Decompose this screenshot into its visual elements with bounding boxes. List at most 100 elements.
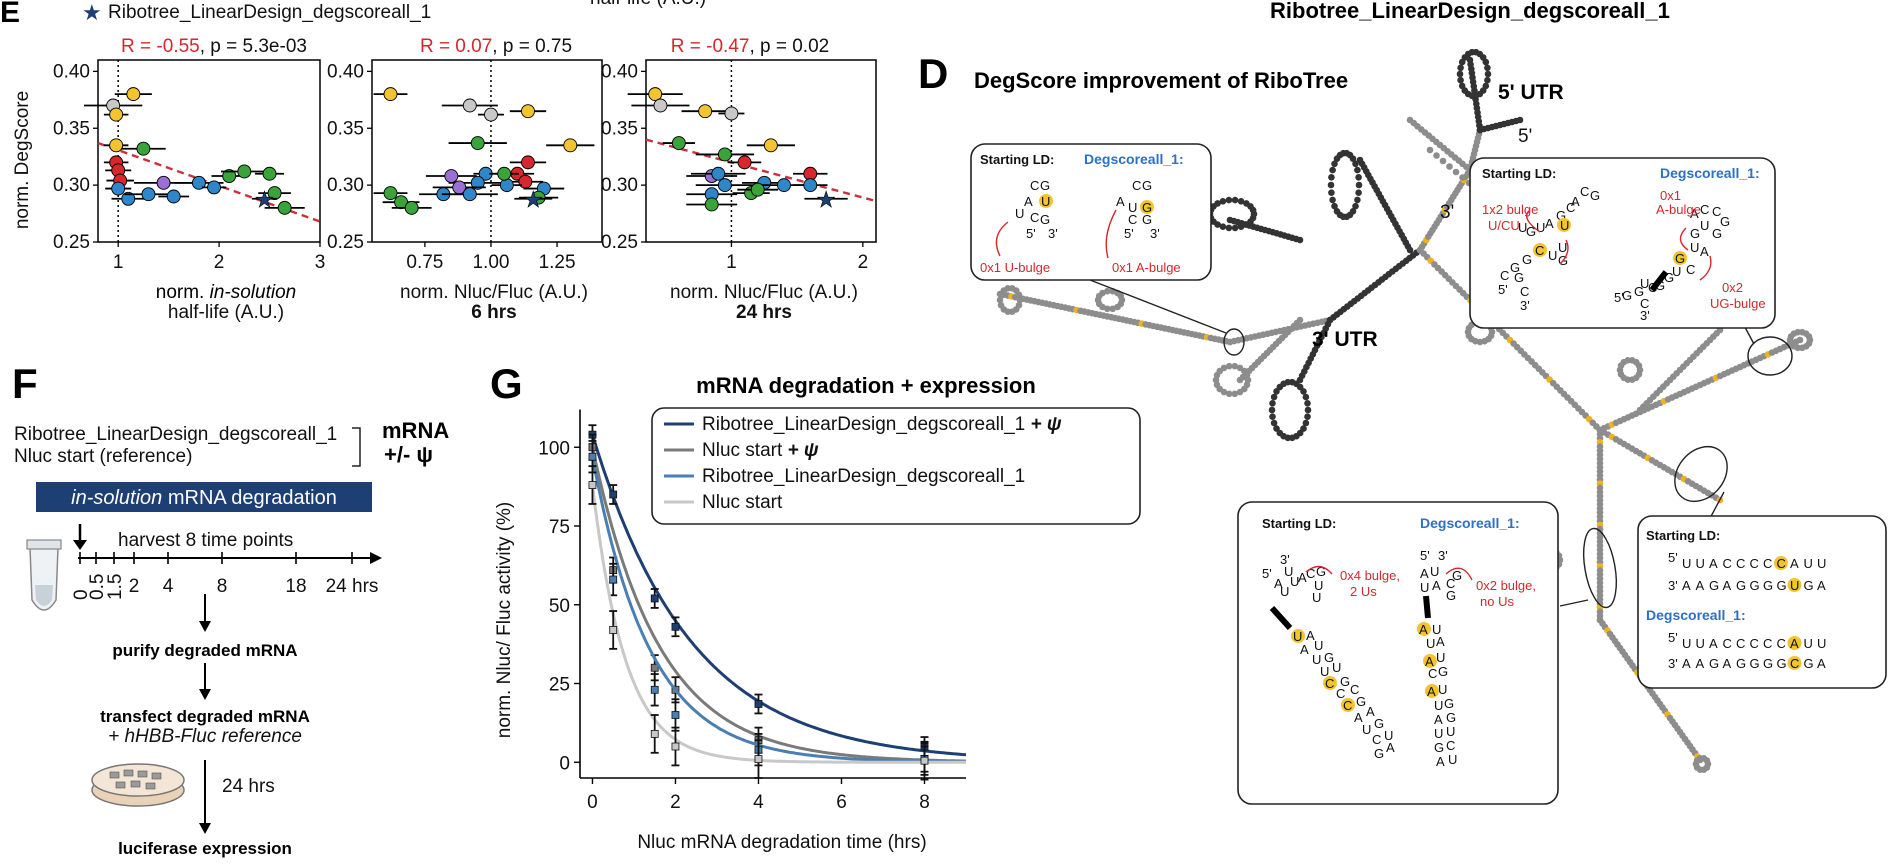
- inset-2-starting: Starting LD:: [1482, 166, 1556, 181]
- nucleotide-letter: G: [1777, 578, 1787, 593]
- inset-1-degscore: Degscoreall_1:: [1084, 151, 1184, 167]
- xtick-label: 3: [315, 252, 326, 273]
- inset-4-degscore: Degscoreall_1:: [1646, 607, 1746, 623]
- svg-text:U: U: [1293, 629, 1302, 644]
- utr3-label: 3' UTR: [1312, 328, 1378, 351]
- svg-text:U: U: [1434, 726, 1443, 741]
- panel-d-title: DegScore improvement of RiboTree: [974, 68, 1348, 93]
- svg-text:A: A: [1116, 194, 1125, 209]
- nucleotide: [1236, 376, 1244, 384]
- nucleotide: [1249, 206, 1257, 214]
- nucleotide: [1304, 400, 1311, 407]
- nucleotide: [1243, 371, 1251, 379]
- svg-text:G: G: [1712, 226, 1722, 241]
- degradation-line-chart: 0 25 50 75 100 0 2 4 6 8: [538, 409, 967, 813]
- nucleotide-letter: G: [1804, 578, 1814, 593]
- trend-line: [645, 138, 877, 203]
- xtick-label: 6: [836, 792, 847, 813]
- svg-text:A: A: [1436, 634, 1445, 649]
- svg-text:A: A: [1571, 194, 1580, 209]
- degradation-banner-text: in-solution mRNA degradation: [71, 487, 337, 509]
- nucleotide: [1237, 223, 1245, 230]
- svg-text:G: G: [1720, 214, 1730, 229]
- panel-f-letter: F: [12, 360, 38, 407]
- xlabel-3-bold: 24 hrs: [736, 302, 792, 323]
- svg-text:G: G: [1142, 200, 1152, 215]
- svg-text:U: U: [1280, 584, 1289, 599]
- nucleotide-letter: G: [1804, 656, 1814, 671]
- svg-text:G: G: [1356, 694, 1366, 709]
- nucleotide: [1439, 157, 1447, 165]
- svg-text:G: G: [1526, 224, 1536, 239]
- stat-r-1: R = -0.55: [121, 36, 200, 57]
- prime3-label: 3': [1440, 202, 1454, 223]
- svg-text:C: C: [1640, 296, 1649, 311]
- scatter-point: [698, 104, 713, 119]
- nucleotide-letter: G: [1709, 578, 1719, 593]
- scatter-point: [383, 186, 398, 201]
- data-point: [754, 755, 763, 763]
- nucleotide: [1328, 174, 1335, 181]
- xtick-label: 4: [753, 792, 764, 813]
- nucleotide: [1329, 196, 1336, 204]
- harvest-label: harvest 8 time points: [118, 530, 293, 551]
- panel-g-legend: [651, 407, 1141, 525]
- scatter-point: [111, 181, 126, 196]
- stat-title-1: R = -0.55, p = 5.3e-03: [121, 36, 307, 57]
- inset-2-bar: [1649, 270, 1669, 292]
- svg-text:C: C: [1030, 178, 1039, 193]
- svg-text:C: C: [1520, 284, 1529, 299]
- svg-text:G: G: [1040, 178, 1050, 193]
- legend-label: Nluc start + ψ: [702, 440, 819, 461]
- svg-text:U: U: [1426, 636, 1435, 651]
- nucleotide: [1304, 413, 1311, 421]
- svg-text:A: A: [1432, 578, 1441, 593]
- svg-text:A: A: [1425, 654, 1434, 669]
- nucleotide: [1269, 400, 1276, 407]
- nucleotide: [1302, 393, 1310, 401]
- svg-text:A: A: [1690, 206, 1699, 221]
- scatter-point: [777, 178, 791, 193]
- xtick-label: 0.75: [406, 252, 443, 273]
- svg-text:G: G: [1590, 188, 1600, 203]
- nucleotide: [1484, 70, 1492, 78]
- ytick-label: 0.40: [601, 61, 638, 82]
- svg-text:G: G: [1675, 251, 1685, 266]
- nucleotide: [1805, 333, 1813, 340]
- nucleotide-letter: G: [1763, 578, 1773, 593]
- svg-text:5': 5': [1614, 290, 1624, 305]
- timepoint-label: 24 hrs: [326, 576, 379, 597]
- nucleotide-letter: C: [1790, 656, 1799, 671]
- nucleotide-letter: A: [1817, 578, 1826, 593]
- nucleotide-letter: U: [1790, 578, 1799, 593]
- nucleotide: [1117, 292, 1125, 300]
- inset-2-ann-left-2: U/CU: [1488, 218, 1520, 233]
- scatter-plot-2: 0.40 0.35 0.30 0.25 0.75 1.00 1.25 ★: [327, 59, 603, 273]
- svg-text:G: G: [1664, 270, 1674, 285]
- inset-box-4: [1637, 515, 1887, 689]
- timepoint-label: 2: [129, 576, 140, 597]
- start-arrow-head: [73, 540, 87, 550]
- panel-e-ylabel: norm. DegScore: [12, 91, 33, 229]
- svg-text:A: A: [1354, 710, 1363, 725]
- svg-text:U: U: [1314, 638, 1323, 653]
- svg-text:U: U: [1558, 240, 1567, 255]
- series-line-2: [591, 446, 967, 763]
- stat-p-2: , p = 0.75: [492, 36, 572, 57]
- inset-3-arc-left: [1305, 565, 1333, 575]
- nucleotide: [1269, 413, 1276, 421]
- inset-1-arrow-left: [995, 221, 1009, 257]
- nucleotide: [1226, 216, 1234, 224]
- timepoint-label: 0: [71, 589, 92, 600]
- highlight-nucleotide: [1787, 656, 1802, 670]
- inset-2-ann-right-2: A-bulge: [1656, 202, 1701, 217]
- scatter-point: [521, 104, 535, 119]
- inset-2-ann-right-3: 0x2: [1722, 280, 1743, 295]
- inset-1-starting: Starting LD:: [980, 152, 1054, 167]
- nucleotide: [996, 296, 1004, 304]
- svg-text:G: G: [1444, 696, 1454, 711]
- svg-text:U: U: [1672, 264, 1681, 279]
- xlabel-3: norm. Nluc/Fluc (A.U.): [670, 282, 858, 303]
- svg-text:C: C: [1712, 204, 1721, 219]
